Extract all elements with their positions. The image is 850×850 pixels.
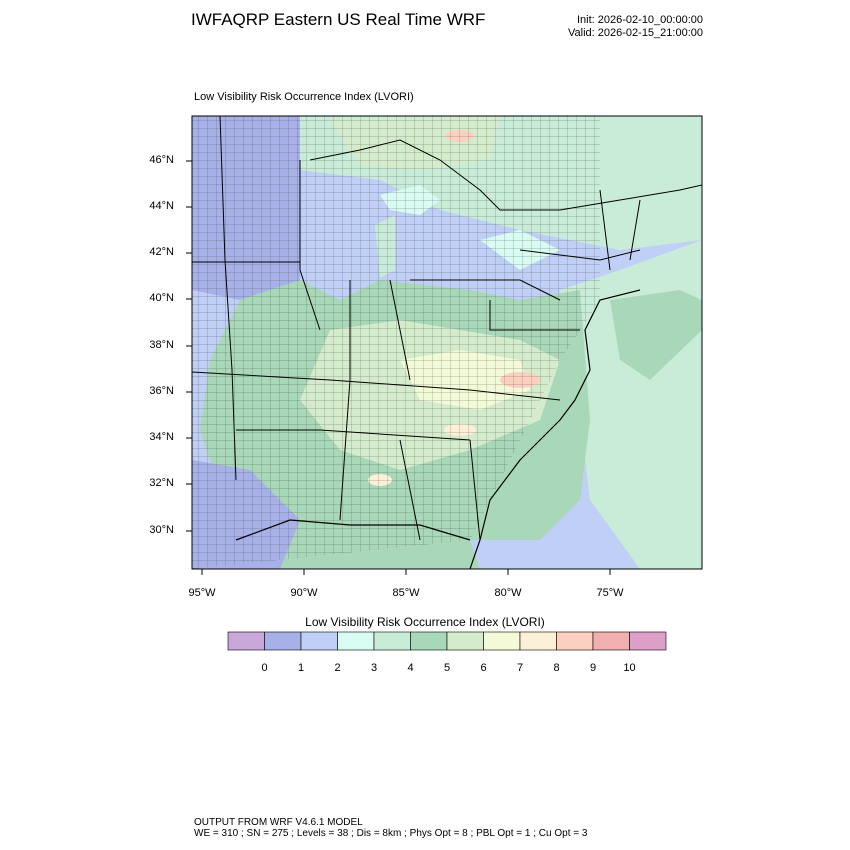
lat-label-44n: 44°N xyxy=(149,200,174,212)
axis-ticks xyxy=(186,160,611,575)
colorbar-segment xyxy=(337,631,375,651)
colorbar-tick-label: 10 xyxy=(623,662,636,674)
colorbar xyxy=(227,631,667,651)
colorbar-segment xyxy=(446,631,484,651)
colorbar-segment xyxy=(556,631,594,651)
colorbar-segment xyxy=(227,631,265,651)
footer-run-config: WE = 310 ; SN = 275 ; Levels = 38 ; Dis … xyxy=(194,828,588,839)
colorbar-segment xyxy=(300,631,338,651)
lat-label-40n: 40°N xyxy=(149,292,174,304)
colorbar-segment xyxy=(519,631,557,651)
colorbar-tick-label: 5 xyxy=(443,662,451,674)
colorbar-tick-label: 8 xyxy=(553,662,560,674)
colorbar-tick-label: 3 xyxy=(370,662,378,674)
colorbar-tick-label: 9 xyxy=(589,662,597,674)
lat-label-38n: 38°N xyxy=(149,339,174,351)
lon-label-95w: 95°W xyxy=(188,587,216,599)
lon-label-80w: 80°W xyxy=(494,587,522,599)
footer-model-info: OUTPUT FROM WRF V4.6.1 MODEL xyxy=(194,817,363,828)
colorbar-tick-label: 7 xyxy=(516,662,524,674)
lon-label-90w: 90°W xyxy=(290,587,318,599)
lon-label-75w: 75°W xyxy=(596,587,624,599)
colorbar-tick-label: 2 xyxy=(334,662,341,674)
gulf-coastline xyxy=(235,519,471,541)
lat-label-46n: 46°N xyxy=(149,154,174,166)
colorbar-segment xyxy=(629,631,667,651)
county-lines xyxy=(192,116,600,569)
colorbar-tick-label: 4 xyxy=(407,662,414,674)
colorbar-tick-label: 0 xyxy=(261,662,268,674)
lat-label-34n: 34°N xyxy=(149,431,174,443)
valid-time-label: Valid: 2026-02-15_21:00:00 xyxy=(568,27,703,39)
lat-label-30n: 30°N xyxy=(149,524,174,536)
northern-coastline xyxy=(309,139,702,211)
state-borders xyxy=(192,116,641,541)
colorbar-tick-label: 1 xyxy=(297,662,305,674)
page-title: IWFAQRP Eastern US Real Time WRF xyxy=(191,10,486,29)
atlantic-coastline xyxy=(469,289,641,569)
colorbar-segment xyxy=(483,631,521,651)
lat-label-32n: 32°N xyxy=(149,477,174,489)
lat-label-42n: 42°N xyxy=(149,246,174,258)
colorbar-tick-label: 6 xyxy=(480,662,487,674)
map-frame xyxy=(191,115,703,570)
colorbar-segment xyxy=(373,631,411,651)
map-field xyxy=(192,116,702,569)
colorbar-title: Low Visibility Risk Occurrence Index (LV… xyxy=(305,615,545,629)
colorbar-segment xyxy=(592,631,630,651)
colorbar-segment xyxy=(410,631,448,651)
lon-label-85w: 85°W xyxy=(392,587,420,599)
plot-title: Low Visibility Risk Occurrence Index (LV… xyxy=(194,91,414,103)
init-time-label: Init: 2026-02-10_00:00:00 xyxy=(577,14,703,26)
field-atlantic-patch xyxy=(610,290,702,380)
colorbar-segment xyxy=(264,631,302,651)
lat-label-36n: 36°N xyxy=(149,385,174,397)
